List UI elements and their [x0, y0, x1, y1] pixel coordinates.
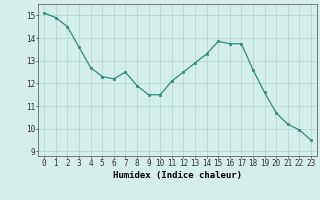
X-axis label: Humidex (Indice chaleur): Humidex (Indice chaleur)	[113, 171, 242, 180]
